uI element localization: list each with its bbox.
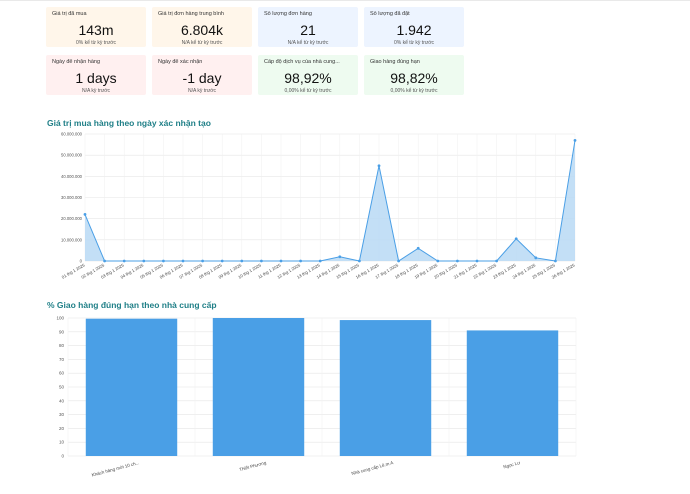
data-point	[456, 259, 459, 263]
kpi-value: 98,82%	[390, 70, 438, 86]
kpi-change: 0% kể từ kỳ trước	[394, 40, 434, 46]
y-tick-label: 0	[80, 259, 83, 264]
y-tick-label: 40	[59, 398, 65, 403]
purchase-chart-title: Giá trị mua hàng theo ngày xác nhận tạo	[47, 118, 211, 128]
top-divider	[0, 0, 690, 1]
bar	[85, 318, 178, 456]
y-tick-label: 20.000.000	[61, 216, 83, 221]
kpi-label: Giao hàng đúng hạn	[370, 59, 420, 65]
data-point	[397, 259, 400, 263]
ontime-bar-chart: 0 10 20 30 40 50 60 70 80 90 100 Khách hàng mới 10 …	[56, 316, 577, 478]
data-point	[573, 138, 577, 142]
x-tick-label: Ngọc Lư	[503, 460, 521, 469]
kpi-value: -1 day	[182, 70, 222, 86]
kpi-change: 0% kể từ kỳ trước	[76, 40, 116, 46]
y-tick-label: 100	[56, 316, 64, 321]
kpi-change: 0,00% kể từ kỳ trước	[390, 88, 438, 94]
y-tick-label: 10.000.000	[61, 237, 83, 242]
kpi-label: Số lượng đã đặt	[370, 11, 410, 17]
kpi-card: Ngày để nhận hàng 1 days N/A kỳ trước	[46, 55, 146, 95]
kpi-change: N/A kể từ kỳ trước	[181, 40, 223, 46]
y-tick-label: 90	[59, 329, 65, 334]
y-tick-label: 80	[59, 343, 65, 348]
data-point	[260, 259, 263, 263]
kpi-card: Ngày để xác nhận -1 day N/A kỳ trước	[152, 55, 252, 95]
kpi-change: N/A kể từ kỳ trước	[287, 40, 329, 46]
y-tick-label: 40.000.000	[61, 174, 83, 179]
bar	[466, 330, 559, 456]
data-point	[181, 259, 185, 263]
kpi-value: 21	[300, 22, 316, 38]
x-tick-label: Khách hàng mới 10 ch...	[91, 460, 140, 478]
data-point	[201, 259, 205, 263]
kpi-value: 143m	[78, 22, 114, 38]
y-tick-label: 10	[59, 440, 65, 445]
data-point	[318, 259, 322, 263]
data-point	[416, 246, 420, 250]
x-tick-label: Nhà cung cấp Lê.m A	[351, 460, 394, 476]
data-point	[358, 259, 361, 263]
data-point	[436, 259, 440, 263]
kpi-label: Số lượng đơn hàng	[264, 11, 312, 17]
kpi-card: Cấp độ dịch vụ của nhà cung... 98,92% 0,00…	[258, 55, 358, 95]
kpi-value: 6.804k	[180, 22, 224, 38]
series-line	[84, 140, 576, 262]
data-point	[338, 255, 342, 259]
kpi-label: Ngày để nhận hàng	[52, 59, 101, 65]
data-point	[103, 259, 106, 263]
data-point	[142, 259, 146, 263]
kpi-card: Giá trị đơn hàng trung bình 6.804k N/A kể …	[152, 7, 252, 47]
kpi-value: 1.942	[396, 22, 432, 38]
data-point	[122, 259, 126, 263]
kpi-label: Cấp độ dịch vụ của nhà cung...	[264, 59, 340, 65]
y-tick-label: 60.000.000	[61, 132, 83, 137]
kpi-card: Số lượng đã đặt 1.942 0% kể từ kỳ trước	[364, 7, 464, 47]
kpi-label: Giá trị đơn hàng trung bình	[158, 11, 224, 17]
kpi-value: 98,92%	[284, 70, 332, 86]
data-point	[220, 259, 224, 263]
x-tick-label: Thiết Phương	[239, 460, 268, 472]
y-tick-label: 50	[59, 385, 65, 390]
kpi-label: Ngày để xác nhận	[158, 59, 203, 65]
data-point	[279, 259, 283, 263]
ontime-chart-title: % Giao hàng đúng hạn theo nhà cung cấp	[47, 300, 217, 310]
data-point	[475, 259, 479, 263]
area-fill	[85, 140, 575, 261]
kpi-card: Giá trị đã mua 143m 0% kể từ kỳ trước	[46, 7, 146, 47]
kpi-change: N/A kỳ trước	[187, 88, 217, 94]
data-point	[514, 237, 518, 241]
data-point	[162, 259, 165, 263]
kpi-change: 0,00% kể từ kỳ trước	[284, 88, 332, 94]
kpi-change: N/A kỳ trước	[81, 88, 111, 94]
data-point	[377, 164, 381, 168]
y-tick-label: 50.000.000	[61, 153, 83, 158]
data-point	[299, 259, 302, 263]
y-tick-label: 70	[59, 357, 65, 362]
y-tick-label: 30	[59, 412, 65, 417]
y-tick-label: 30.000.000	[61, 195, 83, 200]
bar	[212, 318, 305, 456]
y-tick-label: 20	[59, 426, 65, 431]
data-point	[83, 213, 87, 216]
data-point	[554, 259, 557, 263]
kpi-label: Giá trị đã mua	[52, 11, 87, 17]
kpi-card: Giao hàng đúng hạn 98,82% 0,00% kể từ kỳ t…	[364, 55, 464, 95]
y-tick-label: 60	[59, 371, 65, 376]
kpi-card: Số lượng đơn hàng 21 N/A kể từ kỳ trước	[258, 7, 358, 47]
purchase-value-area-chart: 0 10.000.000 20.000.000 30.000.000 40.000.00…	[61, 132, 577, 280]
bar	[339, 320, 432, 456]
data-point	[240, 259, 244, 263]
kpi-value: 1 days	[75, 70, 117, 86]
data-point	[534, 256, 538, 260]
data-point	[495, 259, 498, 263]
y-tick-label: 0	[61, 454, 64, 459]
